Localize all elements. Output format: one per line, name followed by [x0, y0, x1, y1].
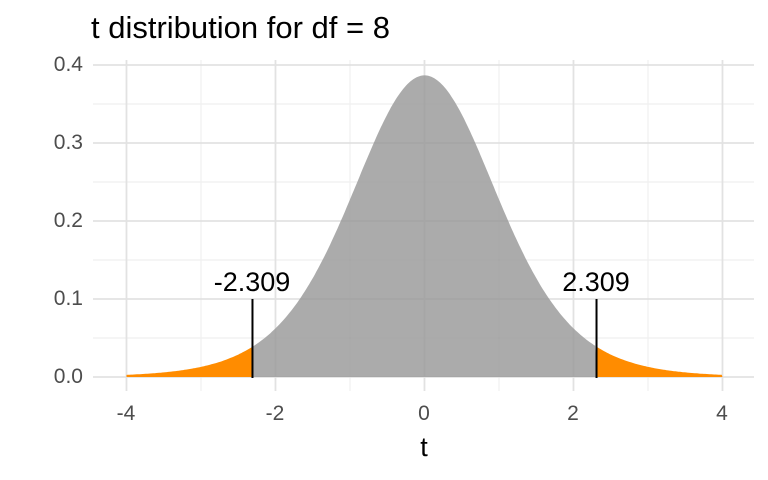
right-tail: [596, 346, 723, 377]
center-area: [252, 75, 597, 378]
left-tail: [126, 347, 253, 377]
x-axis-title: t: [420, 432, 428, 462]
x-tick-label-0: 0: [418, 402, 430, 425]
y-tick-label-0.0: 0.0: [53, 365, 83, 388]
y-tick-label-0.4: 0.4: [53, 53, 83, 76]
critical-value-label-right: 2.309: [562, 267, 630, 297]
critical-value-label-left: -2.309: [213, 267, 291, 297]
chart-title: t distribution for df = 8: [91, 10, 390, 45]
x-tick-label-neg2: -2: [265, 402, 285, 425]
x-tick-label-2: 2: [567, 402, 579, 425]
x-tick-label-4: 4: [716, 402, 728, 425]
y-tick-label-0.3: 0.3: [53, 131, 83, 154]
y-tick-label-0.1: 0.1: [53, 287, 83, 310]
y-tick-label-0.2: 0.2: [53, 209, 83, 232]
x-tick-label-neg4: -4: [116, 402, 136, 425]
